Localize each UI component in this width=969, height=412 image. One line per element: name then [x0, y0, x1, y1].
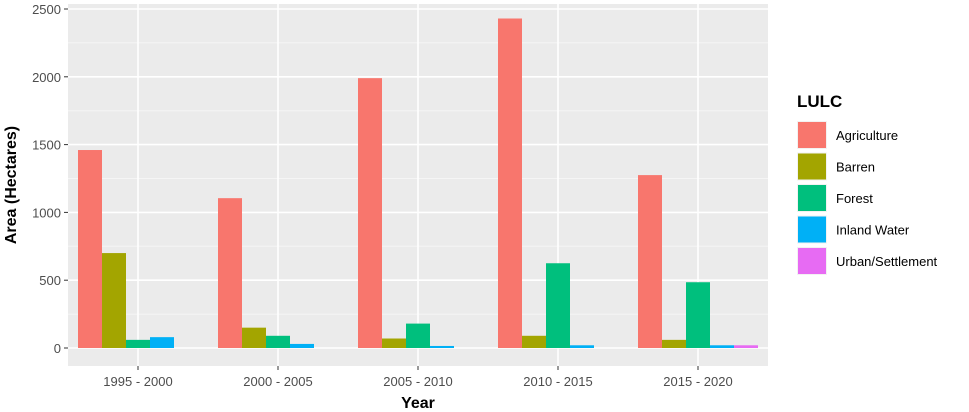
x-axis-title: Year [401, 395, 435, 412]
y-tick-label: 1000 [32, 205, 61, 220]
bar-forest-2 [406, 323, 430, 348]
x-axis-ticks: 1995 - 2000 2000 - 2005 2005 - 2010 2010 - … [103, 366, 733, 389]
bar-barren-3 [522, 335, 546, 348]
bar-agriculture-1 [218, 198, 242, 348]
x-tick-label: 1995 - 2000 [103, 374, 172, 389]
bar-forest-4 [686, 282, 710, 348]
bar-inland-water-2 [430, 345, 454, 348]
bar-barren-4 [662, 339, 686, 348]
bar-inland-water-1 [290, 343, 314, 348]
bar-agriculture-4 [638, 175, 662, 348]
bar-agriculture-2 [358, 78, 382, 348]
bar-agriculture-0 [78, 150, 102, 348]
legend-swatch-barren [798, 153, 826, 180]
bar-barren-1 [242, 327, 266, 348]
legend-label-inland-water: Inland Water [836, 223, 910, 238]
bar-inland-water-4 [710, 345, 734, 348]
bar-inland-water-3 [570, 345, 594, 348]
legend-swatch-agriculture [798, 122, 826, 148]
bar-forest-0 [126, 339, 150, 348]
legend-label-urban-settlement: Urban/Settlement [836, 254, 938, 269]
y-axis-title: Area (Hectares) [3, 126, 20, 244]
x-tick-label: 2005 - 2010 [383, 374, 452, 389]
y-tick-label: 0 [54, 341, 61, 356]
y-axis-ticks: 0 500 1000 1500 2000 2500 [32, 2, 68, 356]
y-tick-label: 2500 [32, 2, 61, 17]
y-tick-label: 2000 [32, 70, 61, 85]
bar-urban-settlement-4 [734, 345, 758, 348]
bar-barren-2 [382, 338, 406, 348]
legend-label-forest: Forest [836, 191, 873, 206]
legend-label-agriculture: Agriculture [836, 128, 898, 143]
x-tick-label: 2015 - 2020 [663, 374, 732, 389]
legend-swatch-urban-settlement [798, 248, 826, 274]
bar-agriculture-3 [498, 18, 522, 348]
legend-title: LULC [797, 92, 842, 111]
legend-swatch-forest [798, 185, 826, 211]
bar-barren-0 [102, 253, 126, 348]
x-tick-label: 2000 - 2005 [243, 374, 312, 389]
legend-label-barren: Barren [836, 160, 875, 175]
bar-inland-water-0 [150, 337, 174, 348]
grid-lines [68, 4, 768, 366]
bars [78, 18, 758, 348]
y-tick-label: 1500 [32, 138, 61, 153]
x-tick-label: 2010 - 2015 [523, 374, 592, 389]
legend-swatch-inland-water [798, 216, 826, 243]
bar-forest-3 [546, 263, 570, 348]
bar-forest-1 [266, 335, 290, 348]
legend: LULC Agriculture Barren Forest Inland Water… [797, 92, 938, 275]
y-tick-label: 500 [39, 273, 61, 288]
